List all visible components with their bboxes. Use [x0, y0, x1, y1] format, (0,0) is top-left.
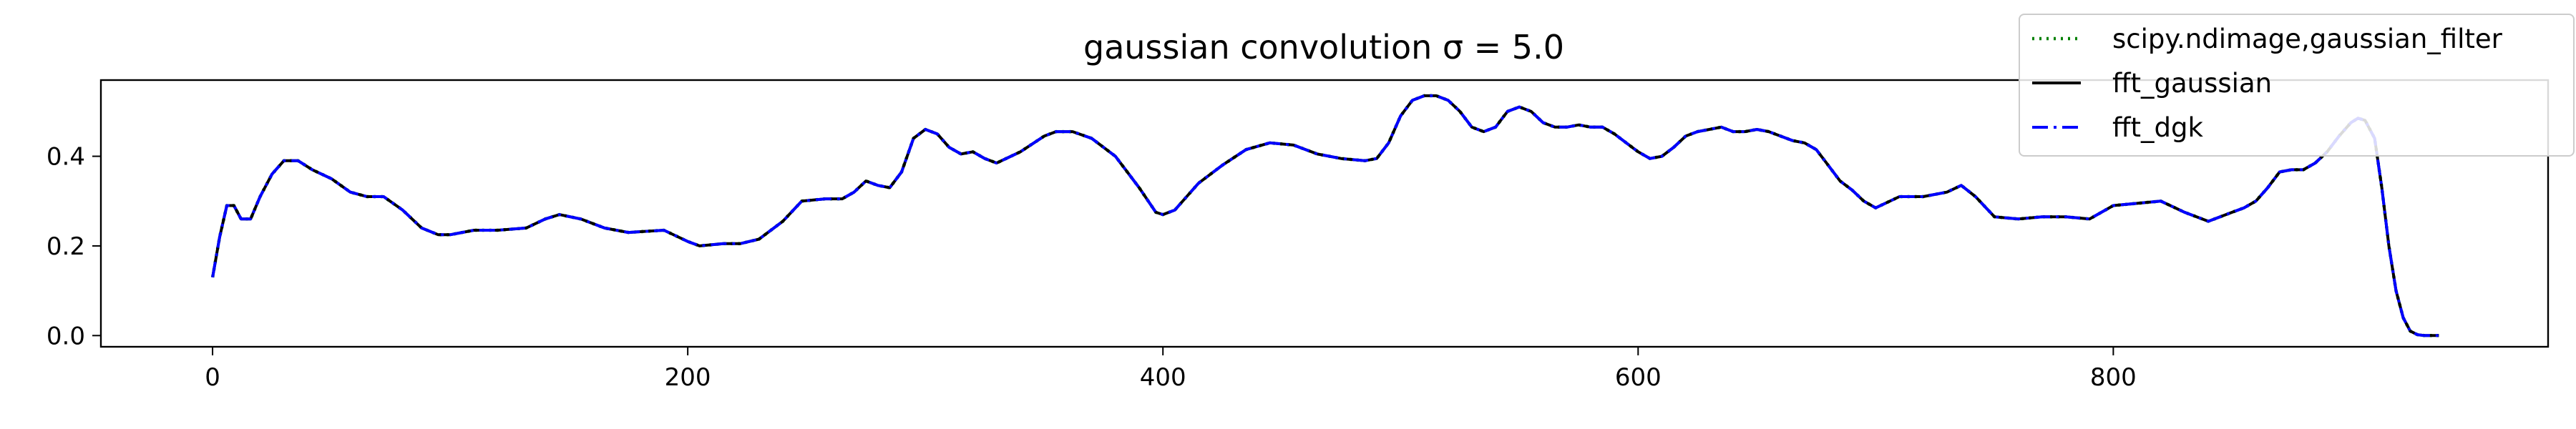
chart-title: gaussian convolution σ = 5.0: [1083, 28, 1564, 66]
y-axis: 0.0 0.2 0.4: [47, 143, 101, 350]
x-tick-label: 800: [2090, 363, 2137, 392]
y-tick-label: 0.0: [47, 322, 85, 350]
legend-label-2: fft_gaussian: [2112, 68, 2272, 99]
series-line-3: [211, 94, 2439, 337]
x-tick-label: 600: [1615, 363, 1662, 392]
legend-frame: [2019, 14, 2575, 157]
axes-frame: [99, 79, 2550, 348]
plot-area: 0 200 400 600 800 0.0 0.2 0.4: [47, 79, 2550, 392]
legend-label-3: fft_dgk: [2112, 112, 2203, 143]
x-tick-label: 0: [205, 363, 220, 392]
x-tick-label: 400: [1140, 363, 1186, 392]
legend-label-1: scipy.ndimage,gaussian_filter: [2112, 24, 2503, 54]
x-axis: 0 200 400 600 800: [205, 347, 2137, 392]
y-tick-label: 0.2: [47, 232, 85, 261]
legend: scipy.ndimage,gaussian_filter fft_gaussia…: [2019, 14, 2575, 157]
x-tick-label: 200: [665, 363, 711, 392]
y-tick-label: 0.4: [47, 143, 85, 172]
series-group: [210, 94, 2439, 337]
